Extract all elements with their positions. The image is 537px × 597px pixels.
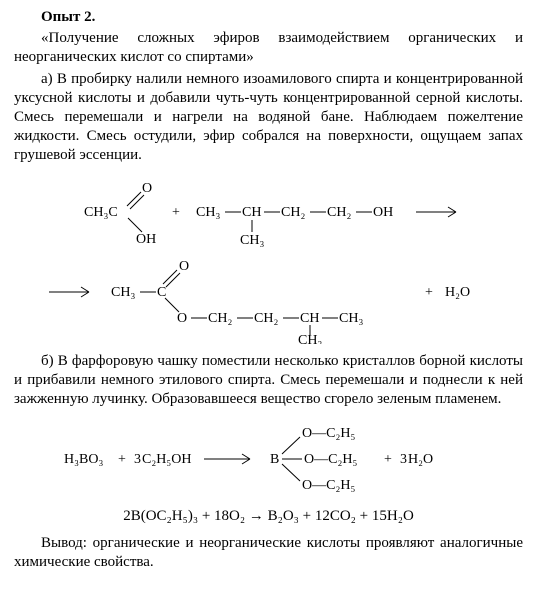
br-up: O—C₂H₅ xyxy=(302,426,355,441)
title: Опыт 2. xyxy=(14,8,523,27)
water-a: H₂O xyxy=(445,285,470,300)
plus-b1: + xyxy=(118,452,126,467)
ester-branch: CH₃ xyxy=(298,333,322,344)
iso-ch2-2: CH₂ xyxy=(327,205,351,220)
coeff-3a: 3 xyxy=(134,452,141,467)
reaction-a-line1: CH₃C O OH + CH₃ CH CH₂ CH₂ OH CH₃ xyxy=(24,176,514,248)
ester-c: C xyxy=(157,285,166,300)
plus-b2: + xyxy=(384,452,392,467)
ester-ch2-2: CH₂ xyxy=(254,311,278,326)
plus-1: + xyxy=(172,205,180,220)
iso-ch3-1: CH₃ xyxy=(196,205,220,220)
ester-o-double: O xyxy=(179,259,189,274)
reaction-b: H₃BO₃ + 3 C₂H₅OH B O—C₂H₅ O—C₂H₅ O—C₂H₅ … xyxy=(24,419,514,497)
br-mid: O—C₂H₅ xyxy=(304,452,357,467)
iso-ch2-1: CH₂ xyxy=(281,205,305,220)
combustion-eqn: 2B(OC₂H₅)₃ + 18O₂ → B₂O₃ + 12CO₂ + 15H₂O xyxy=(14,507,523,526)
water-b: H₂O xyxy=(408,452,433,467)
paragraph-b: б) В фарфоровую чашку поместили нескольк… xyxy=(14,352,523,410)
acetic-ch3c: CH₃C xyxy=(84,205,118,220)
ester-o1: O xyxy=(177,311,187,326)
conclusion: Вывод: органические и неорганические кис… xyxy=(14,534,523,572)
plus-2: + xyxy=(425,285,433,300)
br-low: O—C₂H₅ xyxy=(302,478,355,493)
ester-ch3-t: CH₃ xyxy=(339,311,363,326)
iso-ch: CH xyxy=(242,205,261,220)
acetic-oh: OH xyxy=(136,232,156,247)
ester-ch: CH xyxy=(300,311,319,326)
boric: H₃BO₃ xyxy=(64,452,103,467)
ester-ch2-1: CH₂ xyxy=(208,311,232,326)
ethanol: C₂H₅OH xyxy=(142,452,191,467)
iso-branch: CH₃ xyxy=(240,233,264,248)
boron: B xyxy=(270,452,279,467)
page: Опыт 2. «Получение сложных эфиров взаимо… xyxy=(0,0,537,585)
iso-oh: OH xyxy=(373,205,393,220)
paragraph-a: а) В пробирку налили немного изоамиловог… xyxy=(14,70,523,166)
acetic-o-double: O xyxy=(142,181,152,196)
reaction-a-line2: CH₃ C O O CH₂ CH₂ CH CH₃ CH₃ + H₂O xyxy=(19,258,519,344)
ester-ch3: CH₃ xyxy=(111,285,135,300)
subtitle: «Получение сложных эфиров взаимодействие… xyxy=(14,29,523,67)
coeff-3b: 3 xyxy=(400,452,407,467)
